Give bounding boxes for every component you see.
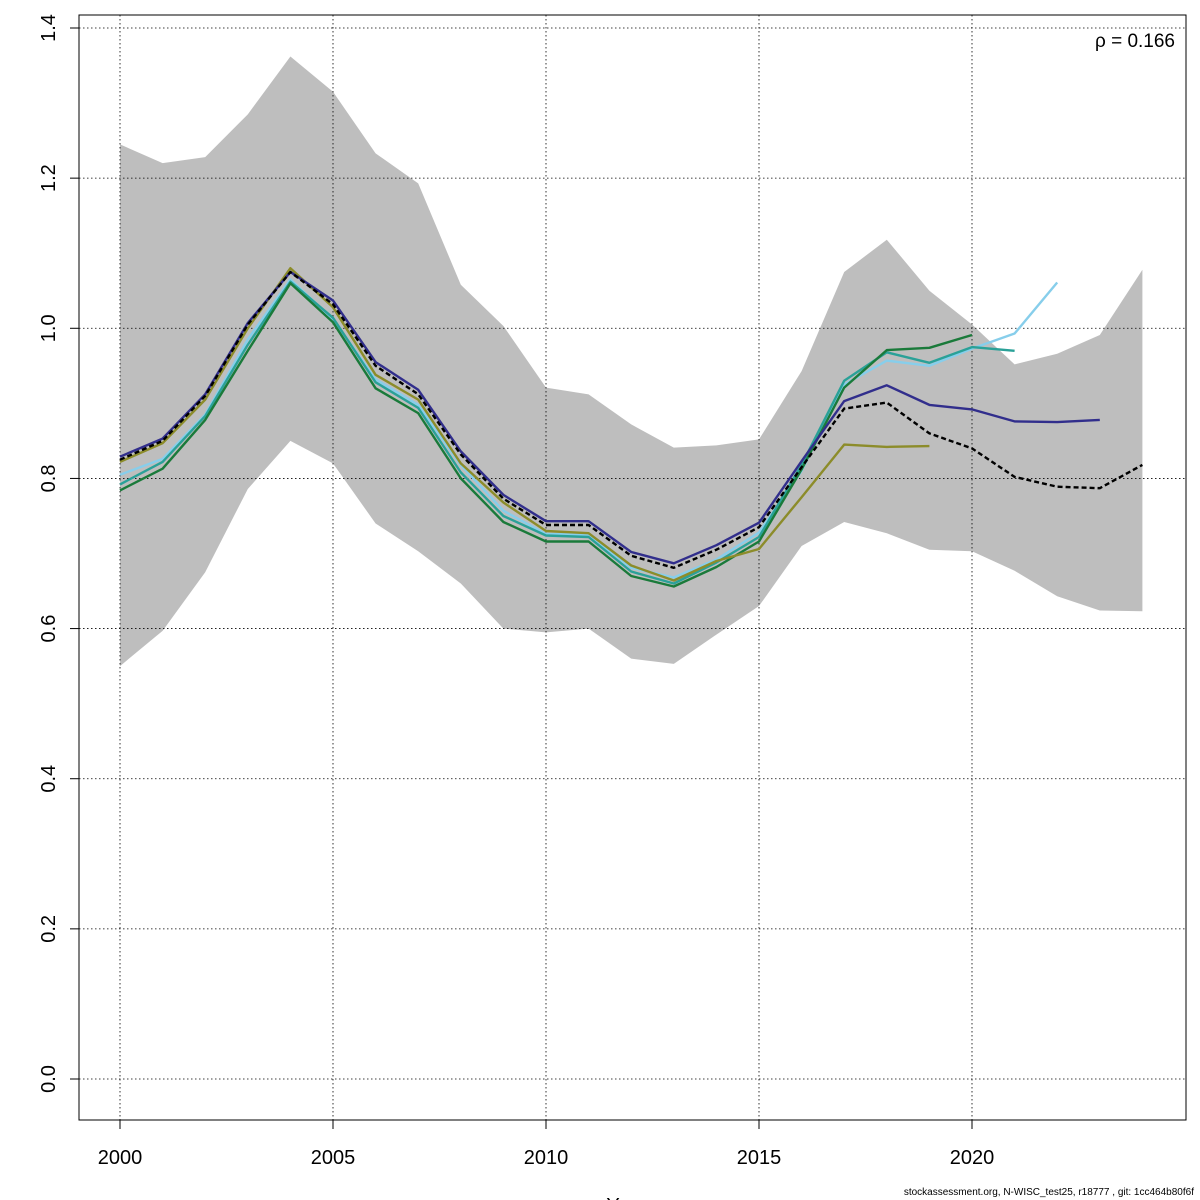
confidence-band-area <box>120 56 1143 667</box>
axes: 2000 2005 2010 2015 2020 0.0 0.2 0.4 0.6 0.8 1.0 1.… <box>38 14 994 1169</box>
y-tick-label: 0.2 <box>38 915 60 943</box>
footer-credit: stockassessment.org, N-WISC_test25, r187… <box>903 1187 1194 1198</box>
confidence-band <box>120 56 1143 667</box>
y-tick-label: 0.0 <box>38 1065 60 1093</box>
series-lines <box>119 267 1143 588</box>
series-line <box>119 267 930 582</box>
y-tick-label: 1.0 <box>38 314 60 342</box>
x-tick-label: 2005 <box>311 1147 356 1169</box>
x-tick-label: 2000 <box>98 1147 143 1169</box>
y-tick-label: 0.8 <box>38 465 60 493</box>
x-tick-label: 2020 <box>950 1147 995 1169</box>
series-line <box>119 280 1015 585</box>
y-tick-label: 0.6 <box>38 615 60 643</box>
x-tick-label: 2010 <box>524 1147 569 1169</box>
series-line <box>119 282 973 588</box>
y-tick-label: 0.4 <box>38 765 60 793</box>
rho-annotation: ρ = 0.166 <box>1095 31 1175 52</box>
plot-frame <box>78 14 1187 1121</box>
series-line <box>119 270 1143 569</box>
y-tick-label: 1.2 <box>38 164 60 192</box>
x-tick-label: 2015 <box>737 1147 782 1169</box>
grid <box>79 15 1186 1120</box>
x-axis-label: Y <box>606 1195 619 1200</box>
y-tick-label: 1.4 <box>38 14 60 42</box>
